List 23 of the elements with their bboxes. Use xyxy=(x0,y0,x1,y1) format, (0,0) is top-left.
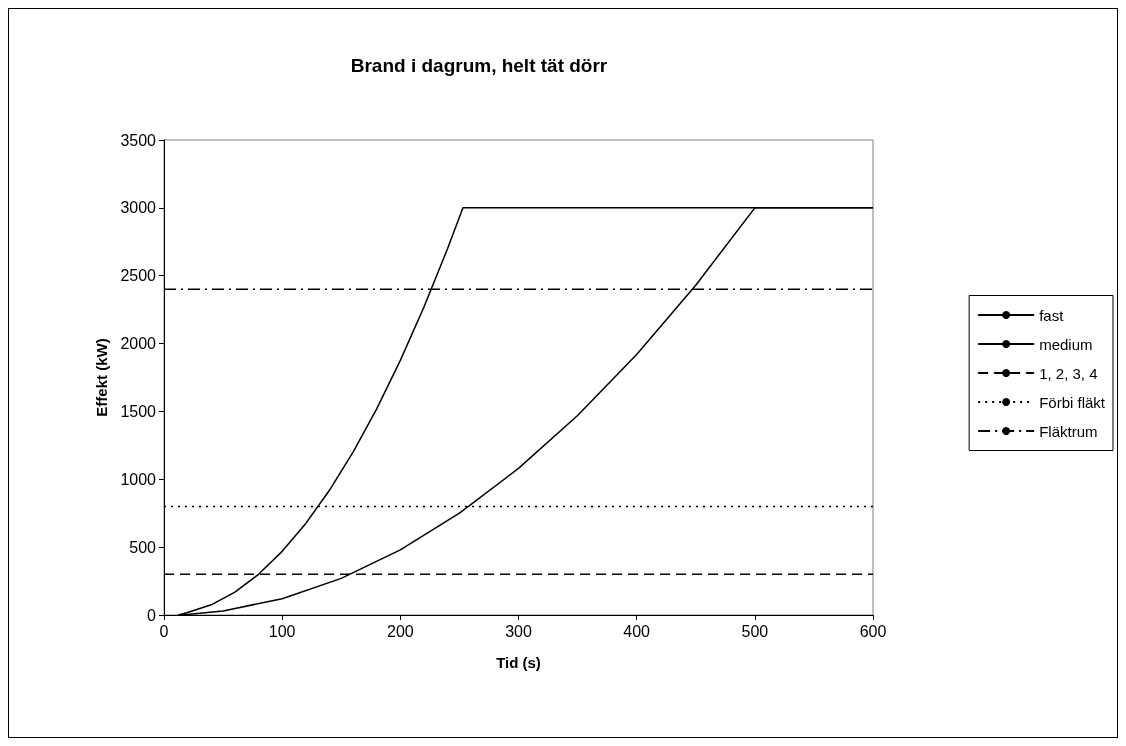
x-tick-label: 300 xyxy=(505,622,532,640)
x-tick-label: 500 xyxy=(741,622,769,640)
legend-label: medium xyxy=(1039,335,1093,353)
x-tick-label: 400 xyxy=(623,622,651,640)
y-tick-label: 2000 xyxy=(120,335,157,353)
legend-label: fast xyxy=(1039,306,1065,324)
x-axis-title: Tid (s) xyxy=(496,654,541,671)
y-tick-label: 1500 xyxy=(120,402,157,420)
x-tick-label: 0 xyxy=(159,622,169,640)
legend-label: 1, 2, 3, 4 xyxy=(1039,364,1098,382)
y-tick-label: 3500 xyxy=(120,131,157,149)
x-tick-label: 200 xyxy=(386,622,414,640)
y-axis-title: Effekt (kW) xyxy=(93,338,110,417)
chart-title: Brand i dagrum, helt tät dörr xyxy=(350,55,608,76)
y-tick-label: 0 xyxy=(147,606,157,624)
y-tick-label: 500 xyxy=(129,538,157,556)
legend-label: Fläktrum xyxy=(1039,422,1098,440)
legend-label: Förbi fläkt xyxy=(1039,393,1106,411)
y-tick-label: 1000 xyxy=(120,470,157,488)
y-tick-label: 2500 xyxy=(120,267,157,285)
y-tick-label: 3000 xyxy=(120,199,157,217)
x-tick-label: 100 xyxy=(268,622,296,640)
x-tick-label: 600 xyxy=(859,622,887,640)
